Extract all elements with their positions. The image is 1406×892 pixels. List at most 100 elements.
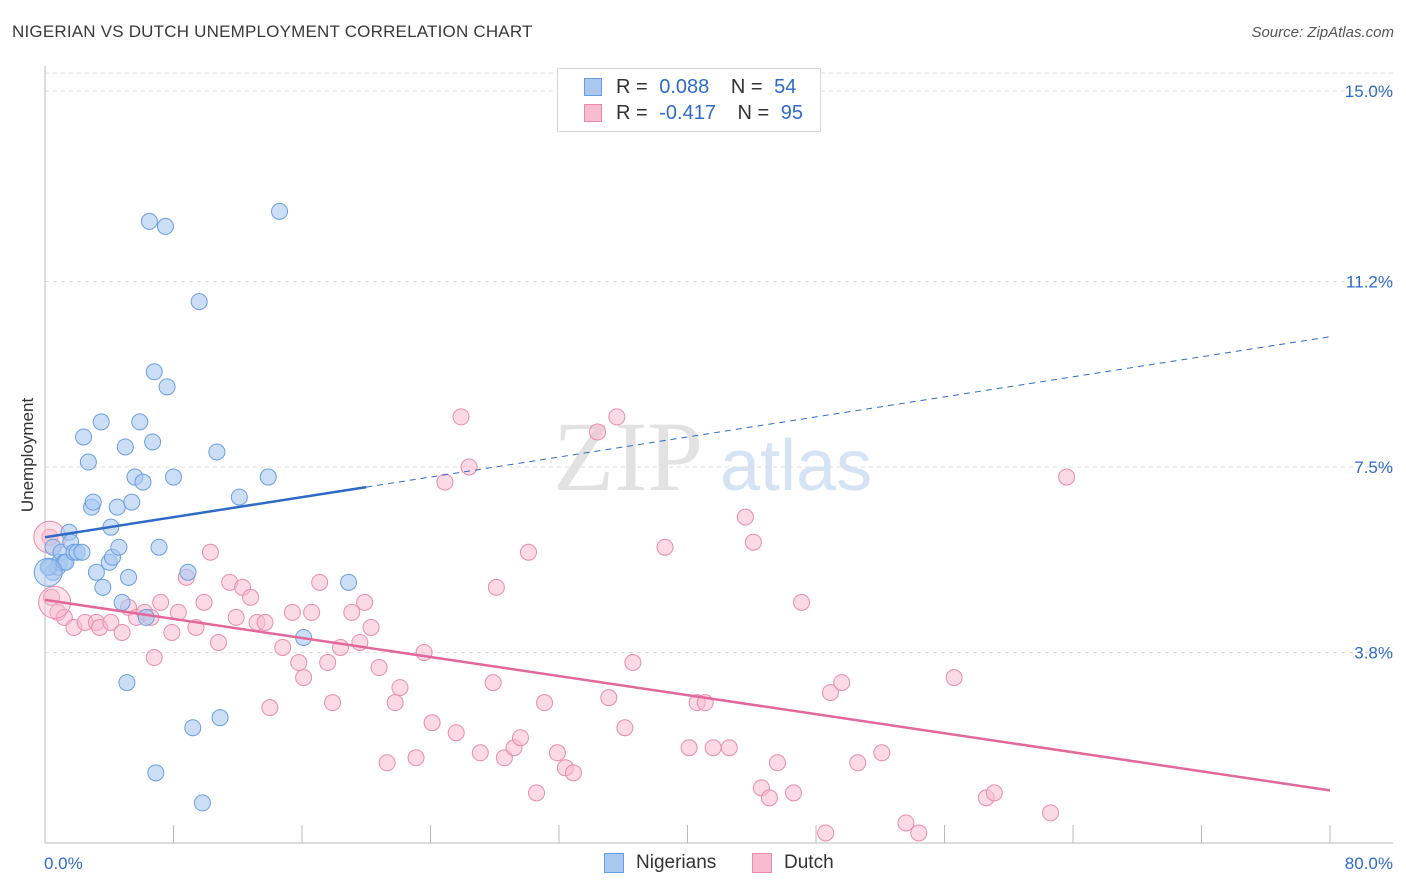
nigerian-point: [137, 608, 155, 626]
dutch-point: [897, 814, 915, 832]
grid-lines: [45, 72, 1393, 654]
dutch-point: [945, 669, 963, 687]
dutch-point: [256, 613, 274, 631]
dutch-point: [910, 824, 928, 842]
watermark-zip: ZIP: [553, 401, 703, 512]
legend-n-value: 95: [780, 102, 804, 124]
nigerian-point: [123, 493, 141, 511]
tick-labels: 3.8% 7.5% 11.2% 15.0% 0.0% 80.0%: [44, 82, 1393, 873]
nigerian-point: [75, 428, 93, 446]
dutch-point: [242, 588, 260, 606]
nigerian-point: [116, 438, 134, 456]
nigerian-point-large: [33, 557, 63, 587]
nigerian-point: [108, 498, 126, 516]
watermark-atlas: atlas: [720, 426, 872, 506]
legend-r-label: R =: [616, 102, 648, 124]
dutch-point: [356, 593, 374, 611]
y-axis-title: Unemployment: [18, 398, 37, 513]
nigerian-point: [156, 217, 174, 235]
nigerian-point: [193, 794, 211, 812]
dutch-point: [436, 473, 454, 491]
dutch-point: [113, 623, 131, 641]
dutch-point: [423, 714, 441, 732]
dutch-point: [821, 684, 839, 702]
watermark: ZIP atlas: [553, 401, 872, 512]
dutch-point: [343, 603, 361, 621]
dutch-point: [744, 533, 762, 551]
correlation-legend: R = 0.088 N = 54 R = -0.417 N = 95: [557, 68, 821, 132]
dutch-point: [195, 593, 213, 611]
legend-r-label: R =: [616, 76, 648, 98]
nigerian-point: [150, 538, 168, 556]
dutch-point: [720, 739, 738, 757]
dutch-point: [548, 744, 566, 762]
dutch-point: [386, 694, 404, 712]
bottom-legend-label-dutch: Dutch: [784, 852, 834, 873]
dutch-point: [407, 749, 425, 767]
dutch-point: [1058, 468, 1076, 486]
nigerian-point: [184, 719, 202, 737]
nigerian-points: [33, 202, 358, 812]
nigerian-point: [271, 202, 289, 220]
nigerian-point: [340, 573, 358, 591]
trend-lines: [44, 336, 1331, 792]
dutch-point: [460, 458, 478, 476]
dutch-point: [793, 593, 811, 611]
bottom-legend-label-nigerians: Nigerians: [636, 852, 717, 873]
dutch-point: [471, 744, 489, 762]
x-tick-label-min: 0.0%: [44, 854, 83, 873]
dutch-point: [487, 578, 505, 596]
dutch-point: [261, 699, 279, 717]
legend-r-value: 0.088: [659, 76, 710, 98]
legend-r-value: -0.417: [659, 102, 716, 124]
dutch-point: [873, 744, 891, 762]
nigerian-point: [158, 378, 176, 396]
legend-n-value: 54: [774, 76, 797, 98]
nigerian-point: [145, 363, 163, 381]
nigerian-point: [79, 453, 97, 471]
dutch-point: [833, 674, 851, 692]
dutch-point: [608, 408, 626, 426]
nigerian-point: [144, 433, 162, 451]
x-tick-label-max: 80.0%: [1345, 854, 1393, 873]
dutch-point: [391, 679, 409, 697]
nigerian-trend-line: [44, 485, 367, 539]
dutch-point: [163, 623, 181, 641]
dutch-point: [785, 784, 803, 802]
dutch-trend-line: [44, 598, 1331, 792]
nigerian-point: [110, 538, 128, 556]
dutch-point: [564, 764, 582, 782]
dutch-point: [378, 754, 396, 772]
dutch-point: [283, 603, 301, 621]
dutch-point: [227, 608, 245, 626]
dutch-point: [704, 739, 722, 757]
nigerian-point: [211, 709, 229, 727]
nigerian-point: [134, 473, 152, 491]
nigerian-point: [94, 578, 112, 596]
dutch-point: [319, 654, 337, 672]
dutch-point: [290, 654, 308, 672]
nigerian-point: [113, 593, 131, 611]
nigerian-point: [131, 413, 149, 431]
source-credit: Source: ZipAtlas.com: [1251, 24, 1394, 41]
dutch-point: [362, 618, 380, 636]
dutch-point: [528, 784, 546, 802]
nigerian-point: [190, 293, 208, 311]
dutch-point: [616, 719, 634, 737]
axes: [44, 66, 1393, 844]
nigerian-point: [230, 488, 248, 506]
nigerian-point: [84, 493, 102, 511]
legend-n-label: N =: [737, 102, 770, 124]
dutch-point: [600, 689, 618, 707]
dutch-point: [849, 754, 867, 772]
nigerian-point: [259, 468, 277, 486]
y-tick-label: 15.0%: [1345, 82, 1393, 101]
nigerian-trend-line-extrapolated: [366, 336, 1331, 488]
legend-swatch-nigerians: [584, 78, 602, 96]
dutch-point: [1042, 804, 1060, 822]
dutch-point: [102, 613, 120, 631]
dutch-point: [274, 638, 292, 656]
dutch-point: [680, 739, 698, 757]
dutch-point: [311, 573, 329, 591]
dutch-point: [656, 538, 674, 556]
